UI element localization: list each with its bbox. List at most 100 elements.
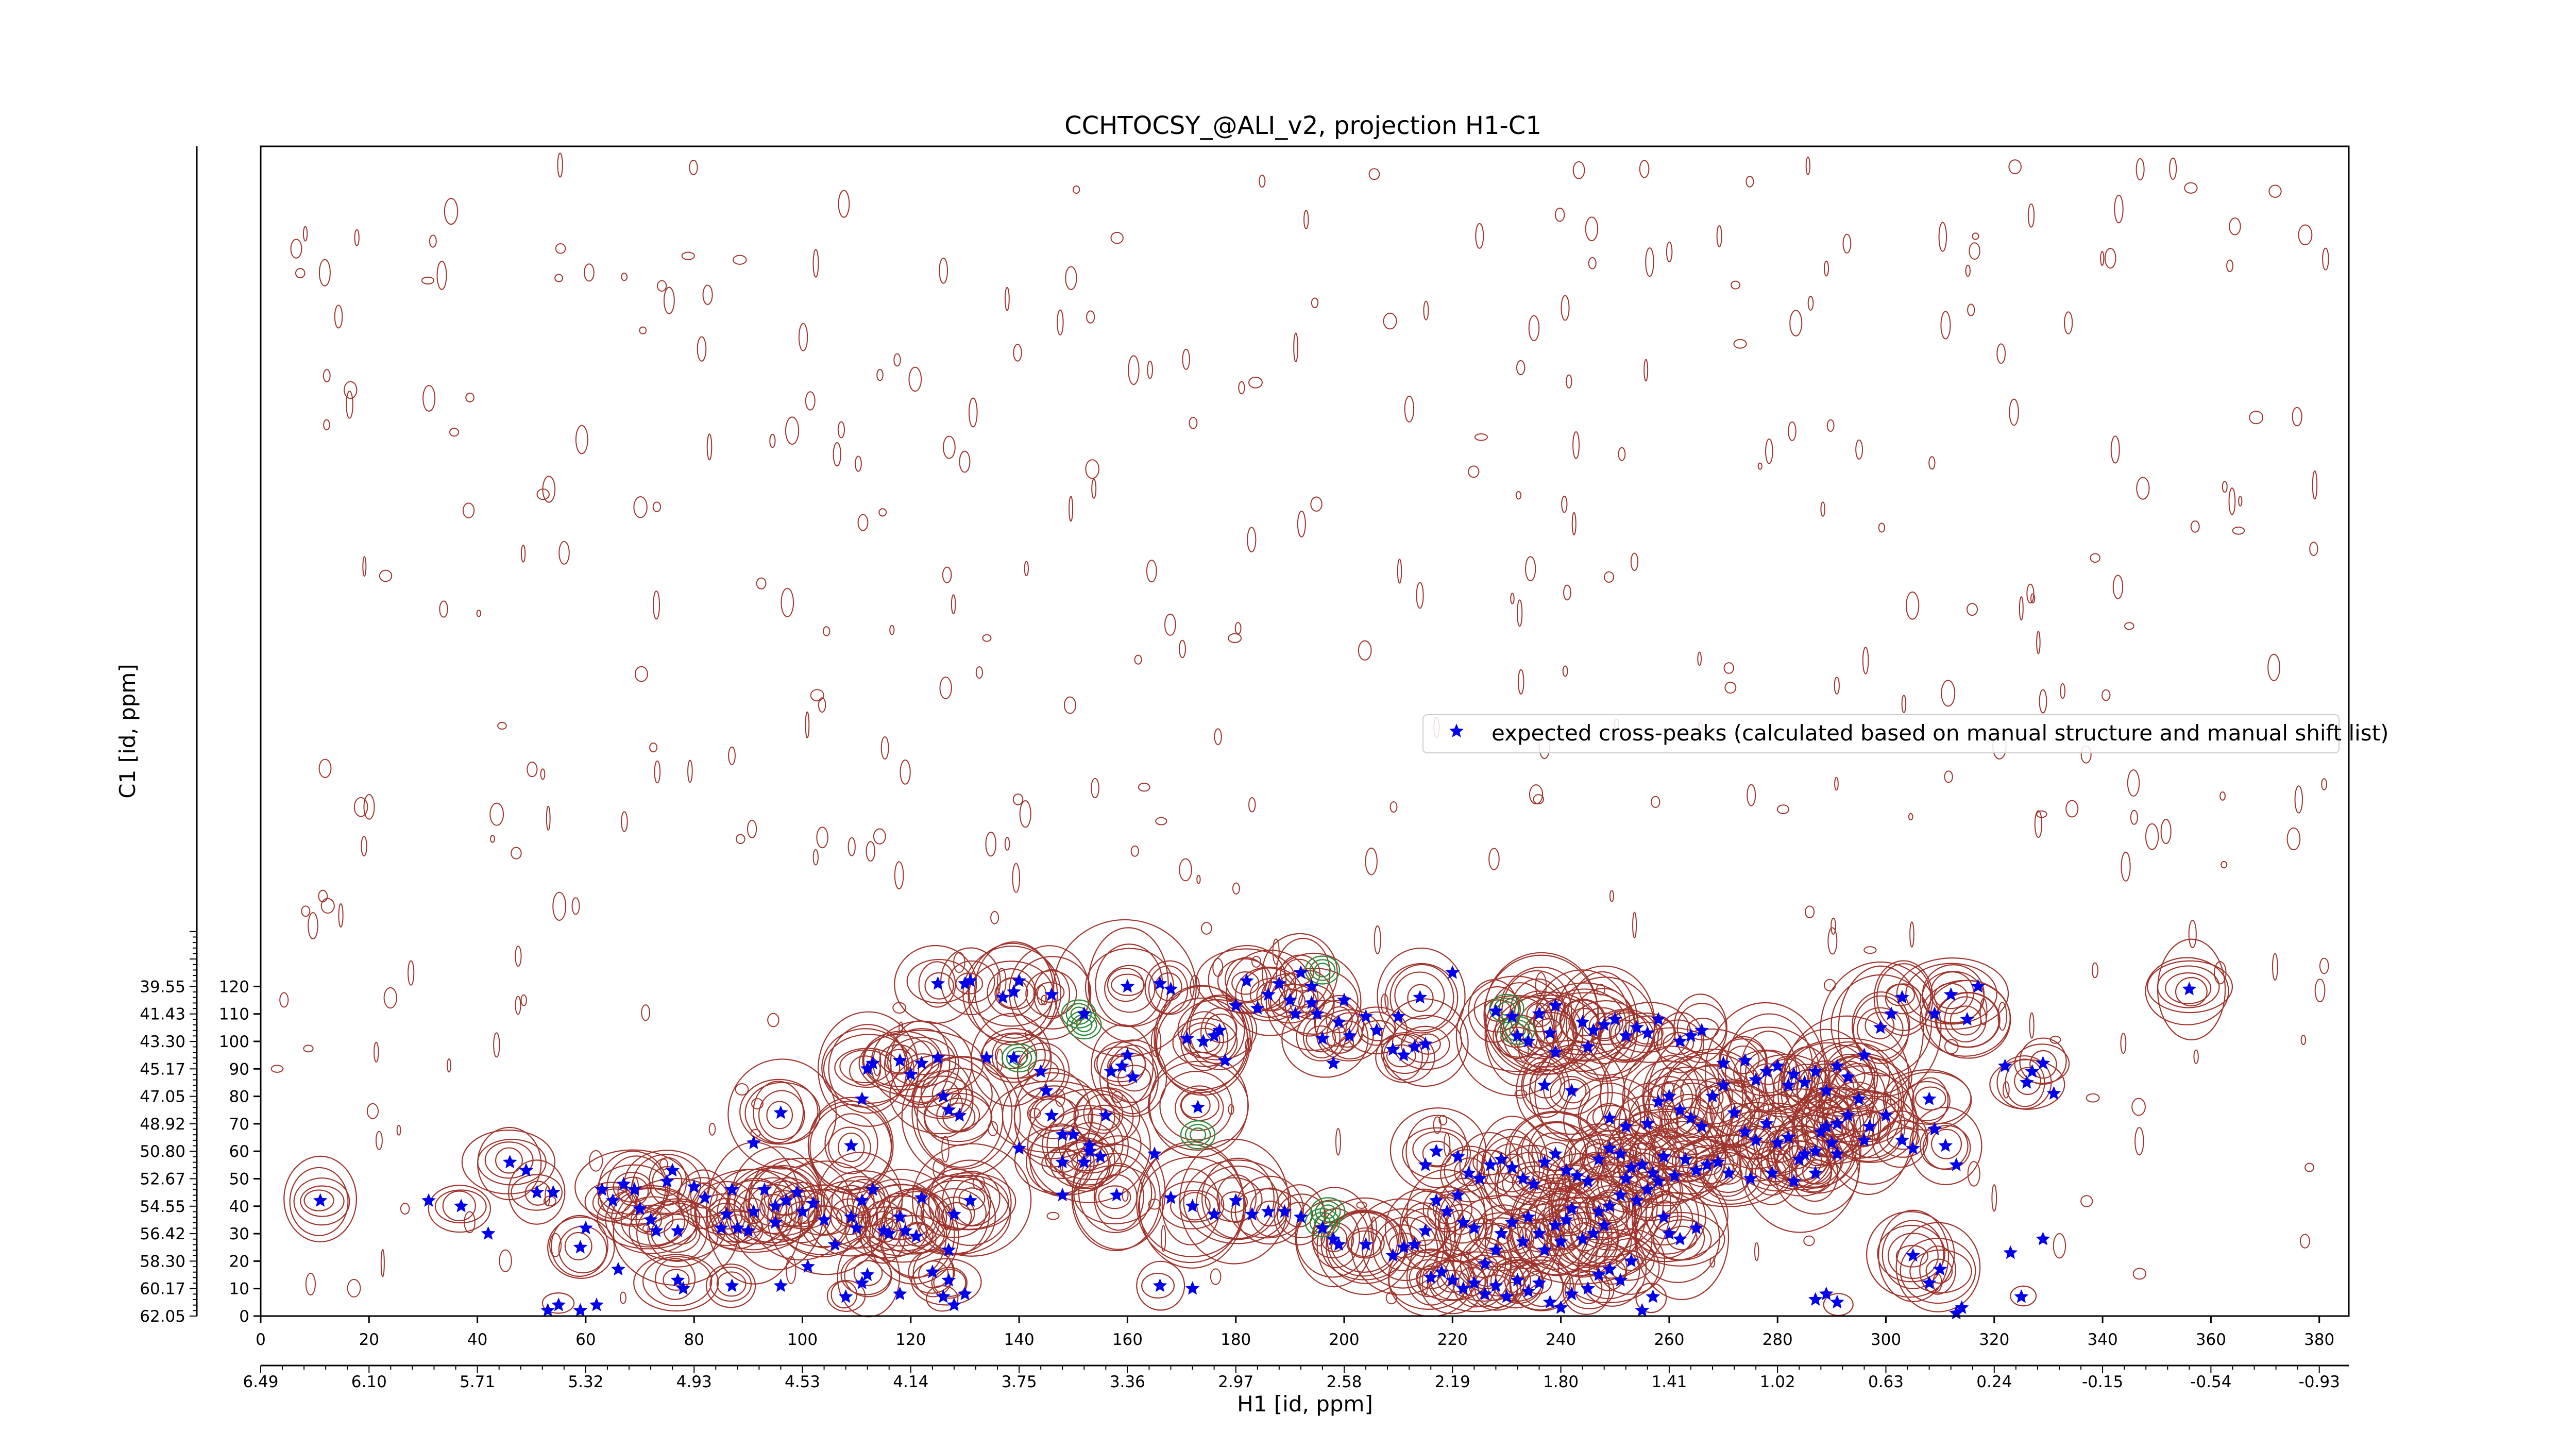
cross-peak-marker [1315,1031,1330,1045]
cross-peak-marker [1537,1154,1552,1169]
contour-line [1610,1019,1638,1049]
contour-line [717,1180,793,1245]
cross-peak-marker [1553,1300,1568,1314]
noise-contour [747,819,757,838]
contour-line [541,1292,575,1314]
cross-peak-marker [1662,1226,1676,1240]
noise-contour [818,697,826,713]
noise-contour [641,1004,651,1021]
cross-peak-marker [1694,1023,1709,1037]
cross-peak-marker [1478,1286,1493,1301]
cross-peak-marker [1548,1146,1563,1160]
cross-peak-marker [844,1209,858,1223]
noise-contour [421,276,435,285]
noise-contour [1535,972,1547,1000]
noise-contour [1212,957,1224,977]
contour-line [300,1185,345,1217]
cross-peak-marker [1505,1009,1519,1023]
cross-peak-marker [1494,1152,1509,1166]
cross-peak-marker [1651,1012,1666,1026]
contour-line [817,1011,920,1127]
contour-line [1820,961,1942,1098]
noise-contour [1733,339,1747,349]
cross-peak-marker [1472,1171,1487,1185]
contour-line [690,1169,816,1253]
cross-peak-marker [1418,1036,1433,1051]
noise-contour [1028,1107,1041,1119]
noise-contour [439,600,448,618]
contour-line [597,1187,701,1250]
noise-contour [320,898,335,914]
cross-peak-marker [1586,1226,1601,1240]
contour-line [753,1081,804,1143]
noise-contour [1563,584,1571,601]
noise-contour [2110,435,2120,464]
noise-contour [2112,575,2124,599]
cross-peak-marker [605,1193,620,1207]
cross-peak-marker [1532,1275,1547,1289]
noise-contour [1561,495,1568,513]
y-tick-label-ppm: 45.17 [140,1060,185,1079]
cross-peak-marker [1261,1204,1276,1218]
noise-contour [1438,1115,1448,1126]
noise-contour [1965,264,1971,277]
contour-line [1412,1131,1464,1168]
contour-line [428,1185,491,1233]
cross-peak-marker [1423,1270,1438,1284]
noise-contour [1138,782,1150,792]
noise-contour [408,960,415,986]
x-tick-label-ppm: 3.36 [1110,1373,1145,1391]
contour-line [1877,1224,1946,1283]
noise-contour [1248,376,1263,389]
cross-peak-marker [1516,1171,1530,1185]
noise-contour [1731,280,1740,290]
contour-line [651,1214,701,1253]
cross-peak-marker [914,1055,929,1070]
noise-contour [301,905,311,917]
noise-contour [1057,309,1064,335]
noise-contour [941,1136,950,1163]
y-axis-label: C1 [id, ppm] [115,664,140,798]
y-axis-points: 0 10 20 30 40 50 60 70 80 90 100 110 120 [219,978,261,1326]
cross-peak-marker [1597,1218,1612,1232]
contour-line [1614,1096,1679,1150]
noise-contour [1065,266,1077,290]
noise-contour [1232,882,1240,895]
contour-line [1784,1015,1910,1142]
x-tick-label-ppm: 4.53 [785,1373,820,1391]
contour-line [1375,1032,1435,1083]
cross-peak-marker [1478,1256,1493,1270]
noise-contour [465,392,474,402]
noise-contour [1666,241,1673,263]
cross-peak-marker [1044,1108,1059,1122]
contour-line [1499,966,1584,1059]
noise-contour [982,634,992,642]
noise-contour [1161,1224,1166,1252]
noise-contour [733,255,747,265]
contour-line [620,1196,686,1246]
contour-line [824,1113,878,1174]
cross-peak-marker [1705,1089,1720,1103]
cross-peak-marker [979,1050,994,1064]
contour-line [1042,1108,1142,1181]
noise-contour [798,323,808,351]
noise-contour [951,594,956,614]
contour-line [1501,970,1572,1056]
cross-peak-marker [1943,987,1958,1001]
x-tick-label-points: 180 [1221,1330,1251,1349]
x-tick-label-ppm: 2.58 [1326,1373,1362,1391]
contour-line [2165,972,2212,1004]
cross-peak-marker [1700,1157,1715,1171]
noise-contour [1515,491,1522,500]
cross-peak-marker [1288,1006,1303,1020]
cross-peak-marker [1759,1116,1774,1130]
noise-contour [653,591,660,620]
noise-contour [1788,421,1797,441]
negative-contour [1489,993,1524,1023]
noise-contour [2298,224,2313,246]
expected-cross-peaks-series [313,965,2197,1320]
cross-peak-marker [1738,1124,1752,1138]
contour-line [1314,995,1364,1054]
cross-peak-marker [1012,973,1026,987]
cross-peak-marker [1483,1157,1498,1171]
